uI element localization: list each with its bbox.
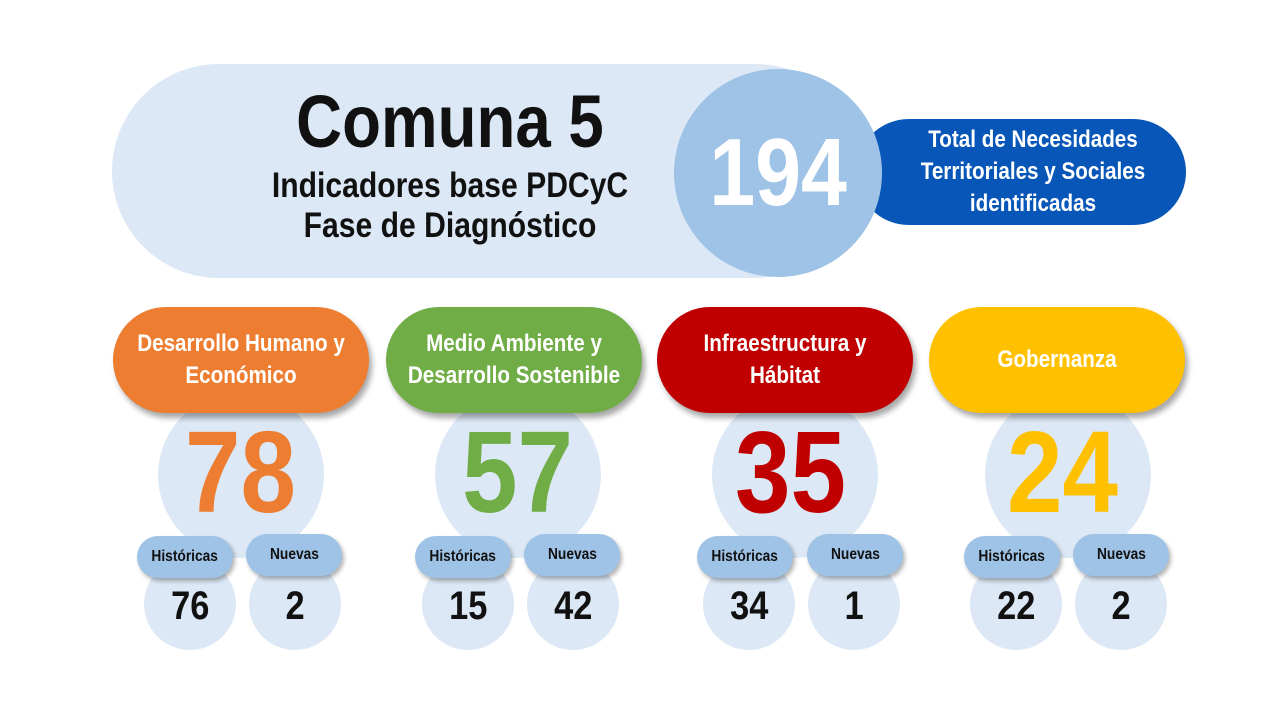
category-total: 57 xyxy=(418,412,618,532)
category-total-value: 35 xyxy=(735,407,847,537)
category-title: Gobernanza xyxy=(997,346,1117,373)
category-card-desarrollo-humano: Desarrollo Humano y Económico xyxy=(113,307,369,413)
historicas-label: Históricas xyxy=(151,548,219,565)
historicas-label: Históricas xyxy=(711,548,779,565)
nuevas-tag: Nuevas xyxy=(807,534,903,576)
historicas-value: 15 xyxy=(422,584,514,628)
historicas-number: 22 xyxy=(996,584,1036,628)
page-subtitle-2: Fase de Diagnóstico xyxy=(303,206,597,245)
nuevas-label: Nuevas xyxy=(1096,546,1146,563)
category-total-circle xyxy=(985,392,1151,558)
nuevas-value: 1 xyxy=(808,584,900,628)
page-subtitle-1: Indicadores base PDCyC xyxy=(271,166,629,205)
total-label-badge: Total de Necesidades Territoriales y Soc… xyxy=(856,119,1186,225)
nuevas-label: Nuevas xyxy=(830,546,880,563)
historicas-tag: Históricas xyxy=(964,536,1060,578)
nuevas-number: 2 xyxy=(1111,584,1131,628)
historicas-value: 34 xyxy=(703,584,795,628)
historicas-tag: Históricas xyxy=(697,536,793,578)
historicas-label: Históricas xyxy=(429,548,497,565)
nuevas-tag: Nuevas xyxy=(1073,534,1169,576)
category-title: Medio Ambiente y Desarrollo Sostenible xyxy=(407,330,621,389)
page-title: Comuna 5 xyxy=(296,80,604,163)
category-total-circle xyxy=(435,392,601,558)
historicas-label: Históricas xyxy=(978,548,1046,565)
total-label: Total de Necesidades Territoriales y Soc… xyxy=(920,126,1146,217)
category-total-circle xyxy=(712,392,878,558)
nuevas-number: 2 xyxy=(285,584,305,628)
title-block: Comuna 5 Indicadores base PDCyC Fase de … xyxy=(235,78,665,246)
historicas-number: 15 xyxy=(448,584,488,628)
nuevas-value: 42 xyxy=(527,584,619,628)
nuevas-number: 42 xyxy=(553,584,593,628)
category-total-value: 24 xyxy=(1007,407,1119,537)
category-card-medio-ambiente: Medio Ambiente y Desarrollo Sostenible xyxy=(386,307,642,413)
category-title: Desarrollo Humano y Económico xyxy=(137,330,345,389)
category-title: Infraestructura y Hábitat xyxy=(703,330,867,389)
total-value: 194 xyxy=(709,119,847,226)
nuevas-value: 2 xyxy=(1075,584,1167,628)
category-total-value: 57 xyxy=(462,407,574,537)
category-card-infraestructura: Infraestructura y Hábitat xyxy=(657,307,913,413)
historicas-tag: Históricas xyxy=(137,536,233,578)
nuevas-label: Nuevas xyxy=(269,546,319,563)
category-card-gobernanza: Gobernanza xyxy=(929,307,1185,413)
nuevas-value: 2 xyxy=(249,584,341,628)
category-total-circle xyxy=(158,392,324,558)
nuevas-number: 1 xyxy=(844,584,864,628)
category-total: 78 xyxy=(141,412,341,532)
historicas-number: 34 xyxy=(729,584,769,628)
historicas-value: 76 xyxy=(144,584,236,628)
total-value-circle: 194 xyxy=(674,69,882,277)
historicas-value: 22 xyxy=(970,584,1062,628)
historicas-tag: Históricas xyxy=(415,536,511,578)
nuevas-label: Nuevas xyxy=(547,546,597,563)
nuevas-tag: Nuevas xyxy=(524,534,620,576)
nuevas-tag: Nuevas xyxy=(246,534,342,576)
category-total-value: 78 xyxy=(185,407,297,537)
historicas-number: 76 xyxy=(170,584,210,628)
category-total: 24 xyxy=(963,412,1163,532)
category-total: 35 xyxy=(691,412,891,532)
